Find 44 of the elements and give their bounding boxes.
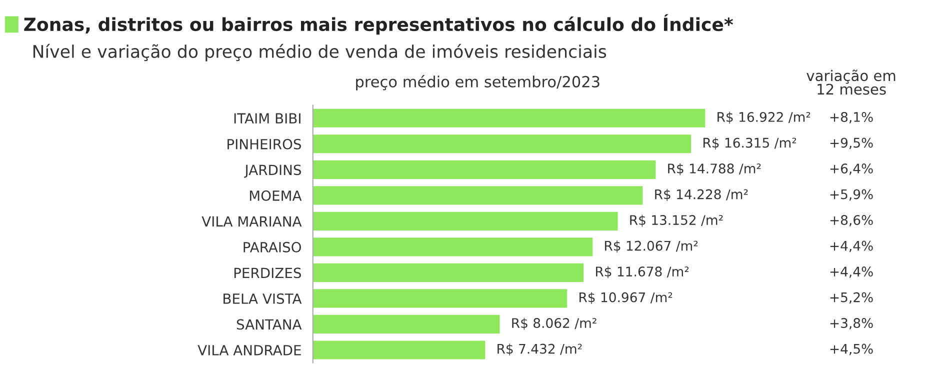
text: +3,8% [830,318,873,330]
data-label: R$ 12.067 /m² [605,240,698,253]
bar [312,134,692,154]
y-tick-label: JARDINS [244,164,301,178]
text: +8,6% [830,215,873,226]
text: +4,4% [830,266,873,278]
y-tick-label: MOEMA [250,190,302,201]
text: variação em 12 meses [806,70,896,95]
text: +6,4% [830,164,873,175]
text: +4,5% [830,344,873,356]
bar [312,314,500,334]
data-label: R$ 10.967 /m² [580,292,672,304]
x-axis-title: preço médio em setembro/2023 [356,75,600,90]
data-label: R$ 16.315 /m² [704,138,796,150]
data-label: R$ 14.228 /m² [655,189,748,202]
bar [312,340,486,360]
y-tick-label: ITAIM BIBI [234,113,300,124]
y-tick-label: VILA MARIANA [202,216,302,226]
y-tick-label: PARAISO [244,242,301,252]
y-tick-label: VILA ANDRADE [198,345,301,356]
text: +5,2% [830,292,873,304]
y-tick-label: PERDIZES [234,268,302,278]
text: +9,5% [830,138,873,150]
data-label: R$ 13.152 /m² [630,214,723,227]
bar [312,289,568,308]
chart-subtitle: Nível e variação do preço médio de venda de imóveis residenciais [33,44,606,62]
y-tick-label: PINHEIROS [228,138,301,150]
data-label: R$ 8.062 /m² [512,318,596,330]
chart-title: Zonas, distritos ou bairros mais representativos no cálculo do Índice* [24,14,734,35]
data-label: R$ 16.922 /m² [718,112,810,124]
text: +5,9% [830,189,873,201]
data-label: R$ 11.678 /m² [596,266,689,278]
text: +8,1% [830,112,873,124]
bar [312,212,618,230]
data-label: R$ 14.788 /m² [668,163,761,176]
y-tick-label: SANTANA [236,319,302,330]
bar [312,160,656,179]
bar [312,263,584,282]
data-label: R$ 7.432 /m² [498,344,582,356]
bar [312,108,706,128]
y-tick-label: BELA VISTA [224,293,302,304]
bar [312,238,593,256]
bar [312,186,643,205]
text: +4,4% [830,240,873,252]
